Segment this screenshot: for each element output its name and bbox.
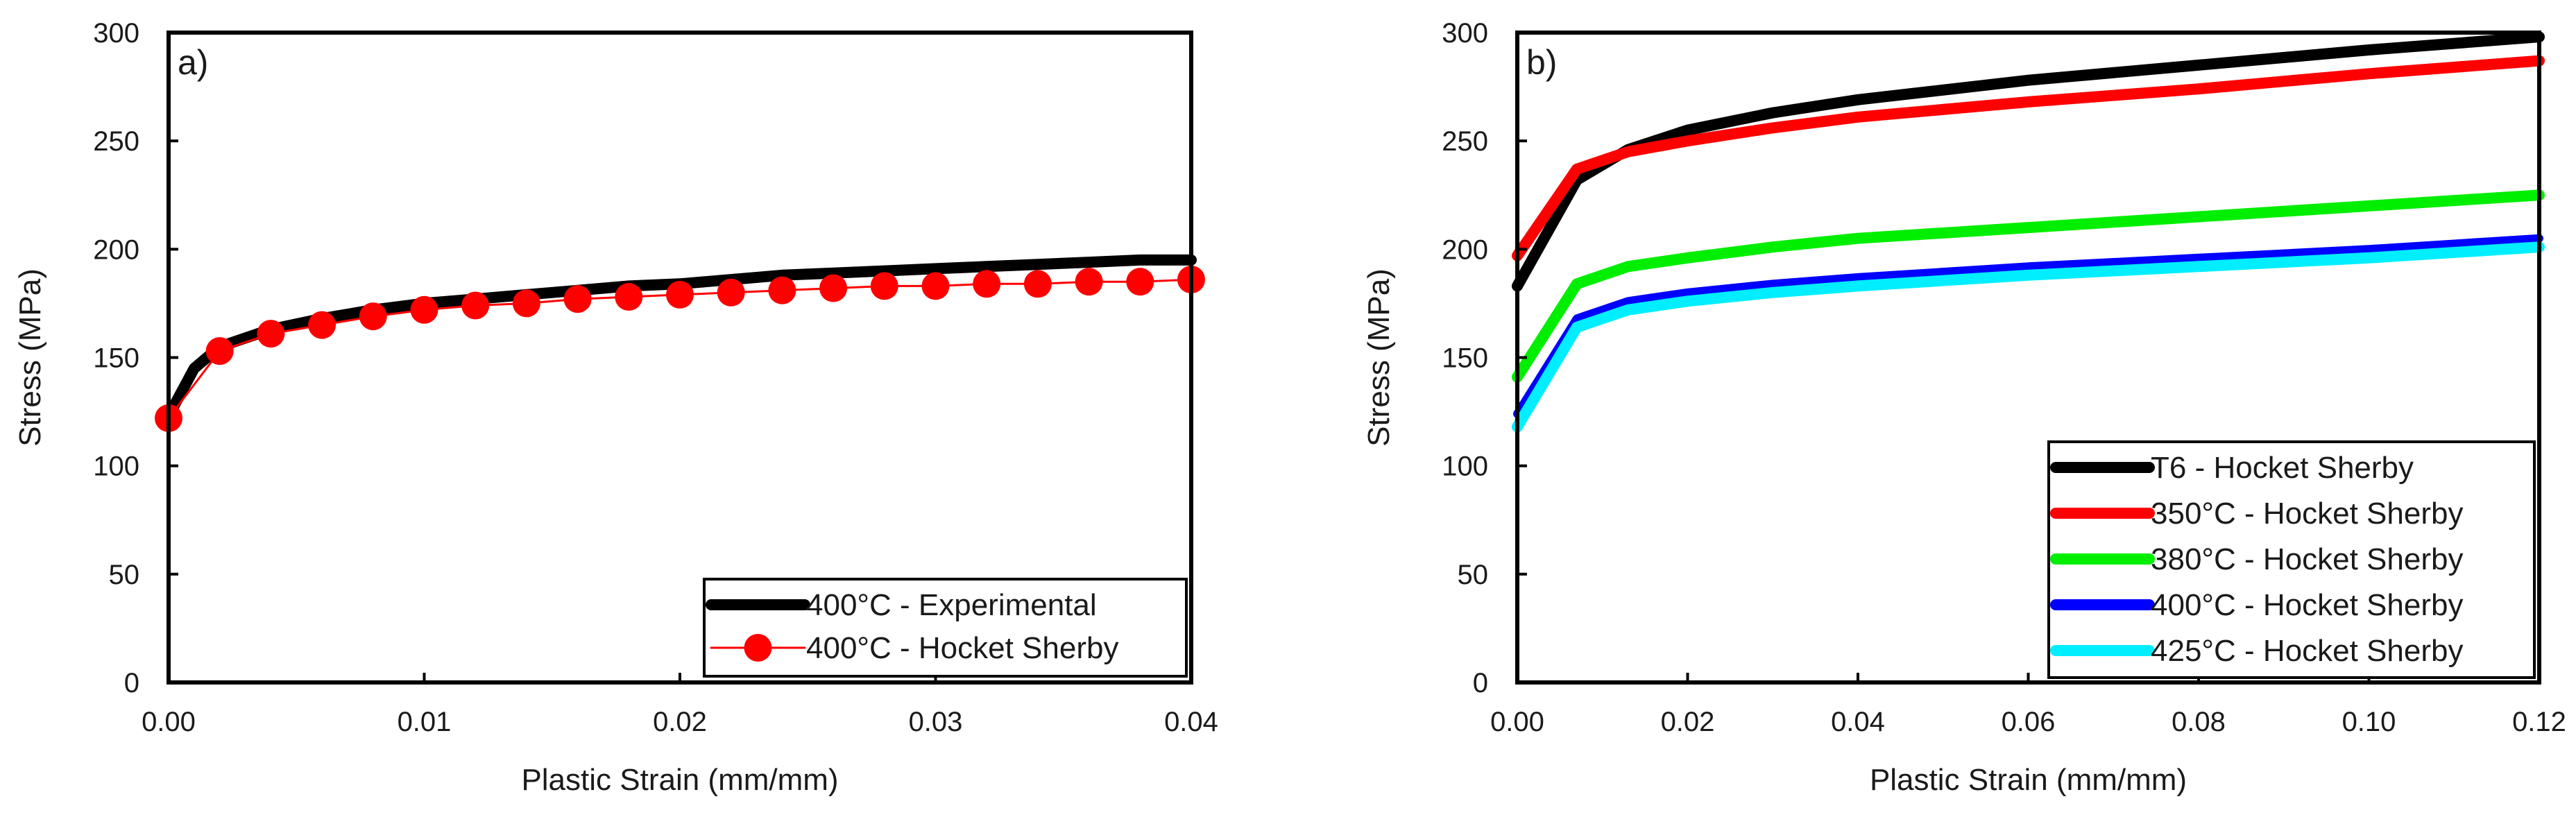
data-point (410, 295, 438, 324)
panel-label: a) (178, 43, 208, 82)
legend-entry: 400°C - Hocket Sherby (710, 631, 1118, 665)
legend-entry: 380°C - Hocket Sherby (2050, 542, 2463, 576)
series-line-2 (1512, 189, 2545, 383)
y-axis-ticks: 0 50 100 150 200 250 300 (1442, 18, 1527, 698)
legend-label: 400°C - Experimental (806, 588, 1097, 622)
y-tick-label: 0 (124, 668, 139, 698)
data-point (512, 289, 540, 318)
x-tick-label: 0.02 (653, 707, 707, 737)
legend-label: 400°C - Hocket Sherby (2151, 588, 2463, 622)
legend-label: 400°C - Hocket Sherby (806, 631, 1118, 665)
data-point (359, 302, 387, 331)
legend: 400°C - Experimental 400°C - Hocket Sher… (703, 578, 1188, 678)
y-tick-label: 0 (1473, 668, 1488, 698)
data-point (819, 274, 848, 302)
data-point (461, 291, 490, 320)
y-tick-label: 200 (1442, 234, 1488, 265)
series-line-1 (1512, 55, 2545, 261)
series-layer (1512, 31, 2545, 433)
data-point (973, 270, 1001, 298)
data-point (717, 278, 745, 307)
data-point (1023, 270, 1052, 298)
y-axis-ticks: 0 50 100 150 200 250 300 (93, 18, 178, 698)
y-tick-label: 300 (1442, 18, 1488, 49)
y-tick-label: 150 (93, 343, 139, 374)
x-tick-label: 0.08 (2172, 707, 2226, 737)
x-tick-label: 0.03 (909, 707, 963, 737)
series-line-3 (1513, 234, 2543, 418)
x-tick-label: 0.06 (2002, 707, 2056, 737)
data-point (1126, 268, 1154, 296)
y-axis-label: Stress (MPa) (1362, 268, 1396, 447)
legend: T6 - Hocket Sherby 350°C - Hocket Sherby… (2047, 440, 2536, 679)
y-tick-label: 50 (109, 560, 140, 590)
x-tick-label: 0.04 (1164, 707, 1218, 737)
y-axis-label: Stress (MPa) (13, 268, 47, 447)
x-tick-label: 0.04 (1831, 707, 1885, 737)
legend-label: 350°C - Hocket Sherby (2151, 497, 2463, 531)
y-tick-label: 100 (1442, 452, 1488, 482)
x-tick-label: 0.01 (398, 707, 452, 737)
legend-entry: T6 - Hocket Sherby (2050, 451, 2414, 485)
y-tick-label: 250 (93, 126, 139, 157)
legend-label: 425°C - Hocket Sherby (2151, 634, 2463, 668)
data-point (615, 283, 643, 311)
legend-entry: 400°C - Experimental (706, 588, 1097, 622)
legend-entry: 425°C - Hocket Sherby (2050, 634, 2463, 668)
x-tick-label: 0.00 (142, 707, 196, 737)
x-axis-label: Plastic Strain (mm/mm) (521, 763, 838, 797)
legend-marker (744, 634, 772, 662)
series-line-4 (1512, 241, 2545, 433)
legend-label: T6 - Hocket Sherby (2151, 451, 2414, 485)
data-point (257, 320, 285, 348)
y-tick-label: 250 (1442, 126, 1488, 157)
y-tick-label: 50 (1458, 560, 1489, 590)
data-point (666, 280, 694, 309)
y-tick-label: 200 (93, 234, 139, 265)
series-layer (155, 254, 1205, 432)
data-point (870, 272, 898, 300)
y-tick-label: 150 (1442, 343, 1488, 374)
y-tick-label: 300 (93, 18, 139, 49)
panel-label: b) (1526, 43, 1557, 82)
legend-entry: 350°C - Hocket Sherby (2050, 497, 2463, 531)
data-point (205, 337, 234, 366)
x-tick-label: 0.10 (2342, 707, 2396, 737)
data-point (1075, 268, 1103, 296)
legend-box (2047, 440, 2536, 679)
legend-entry: 400°C - Hocket Sherby (2050, 588, 2463, 622)
x-tick-label: 0.00 (1490, 707, 1544, 737)
data-point (921, 272, 950, 300)
x-tick-label: 0.12 (2512, 707, 2566, 737)
x-axis-label: Plastic Strain (mm/mm) (1870, 763, 2187, 797)
y-tick-label: 100 (93, 452, 139, 482)
series-line-0 (163, 254, 1197, 422)
x-axis-ticks: 0.00 0.01 0.02 0.03 0.04 (142, 673, 1218, 737)
data-point (768, 276, 796, 304)
x-axis-ticks: 0.00 0.02 0.04 0.06 0.08 0.10 0.12 (1490, 673, 2566, 737)
x-tick-label: 0.02 (1661, 707, 1715, 737)
legend-box (703, 578, 1188, 678)
data-point (563, 285, 592, 313)
legend-label: 380°C - Hocket Sherby (2151, 542, 2463, 576)
data-point (308, 311, 336, 339)
